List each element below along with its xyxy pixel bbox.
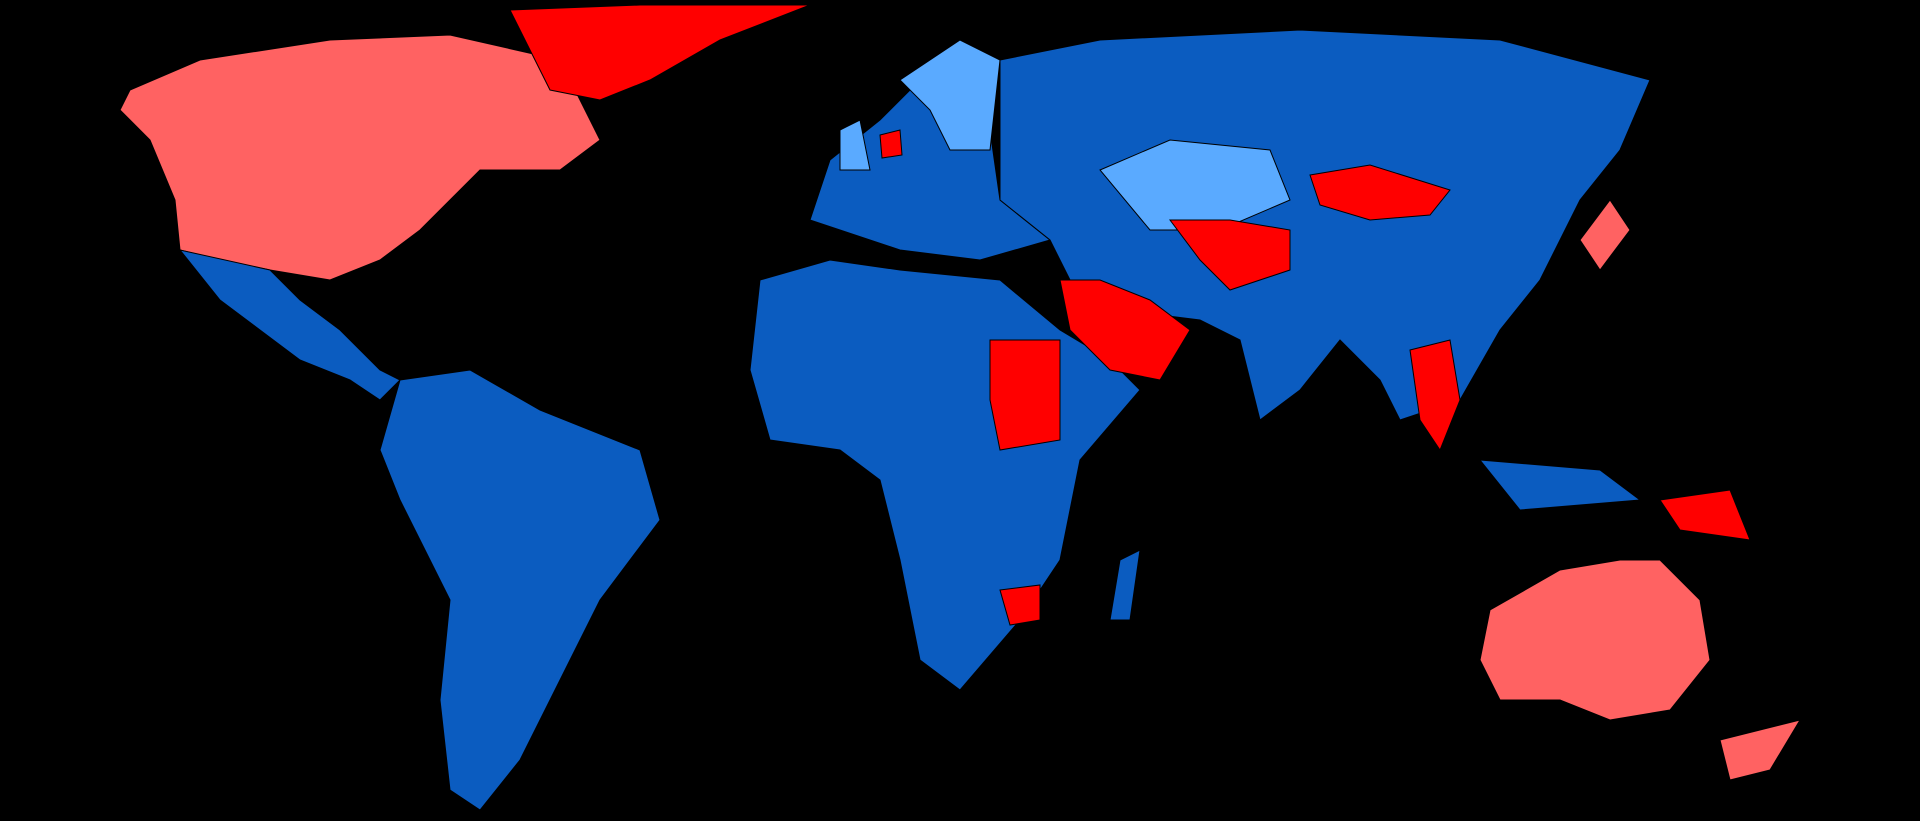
- papua-new-guinea-region: [1659, 489, 1751, 541]
- new-zealand-region: [1719, 719, 1802, 781]
- country-regions: [119, 4, 1802, 811]
- netherlands-region: [879, 129, 903, 159]
- mongolia-region: [1309, 164, 1451, 221]
- madagascar-region: [1109, 549, 1141, 621]
- indonesia-region: [1478, 459, 1642, 511]
- greenland-region: [509, 4, 811, 101]
- uk-region: [839, 119, 871, 171]
- australia-region: [1479, 559, 1711, 721]
- scandinavia-region: [899, 39, 1001, 151]
- south-america-region: [379, 369, 661, 811]
- sudan-region: [989, 339, 1061, 451]
- thailand-region: [1409, 339, 1461, 452]
- kazakhstan-region: [1099, 139, 1291, 231]
- japan-region: [1579, 199, 1631, 271]
- central-asia-region: [1169, 219, 1291, 291]
- arabia-region: [1059, 279, 1191, 381]
- zimbabwe-region: [999, 584, 1041, 626]
- north-america-region: [119, 34, 601, 281]
- central-america-region: [178, 249, 401, 401]
